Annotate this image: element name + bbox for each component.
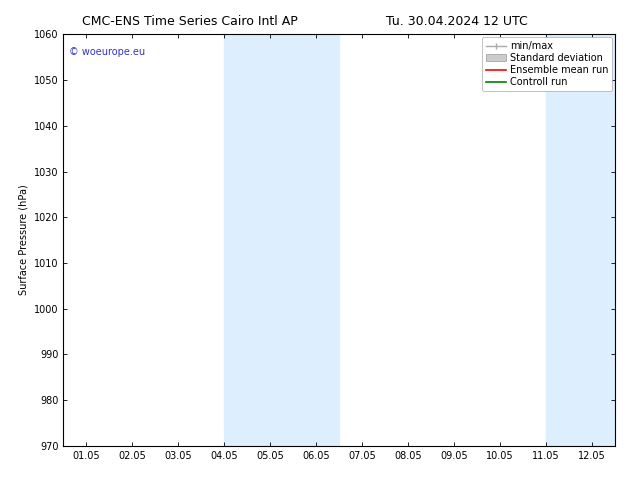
Bar <box>224 34 339 446</box>
Bar <box>546 34 634 446</box>
Text: Tu. 30.04.2024 12 UTC: Tu. 30.04.2024 12 UTC <box>385 15 527 28</box>
Legend: min/max, Standard deviation, Ensemble mean run, Controll run: min/max, Standard deviation, Ensemble me… <box>482 37 612 91</box>
Text: CMC-ENS Time Series Cairo Intl AP: CMC-ENS Time Series Cairo Intl AP <box>82 15 298 28</box>
Text: © woeurope.eu: © woeurope.eu <box>69 47 145 57</box>
Y-axis label: Surface Pressure (hPa): Surface Pressure (hPa) <box>18 185 29 295</box>
